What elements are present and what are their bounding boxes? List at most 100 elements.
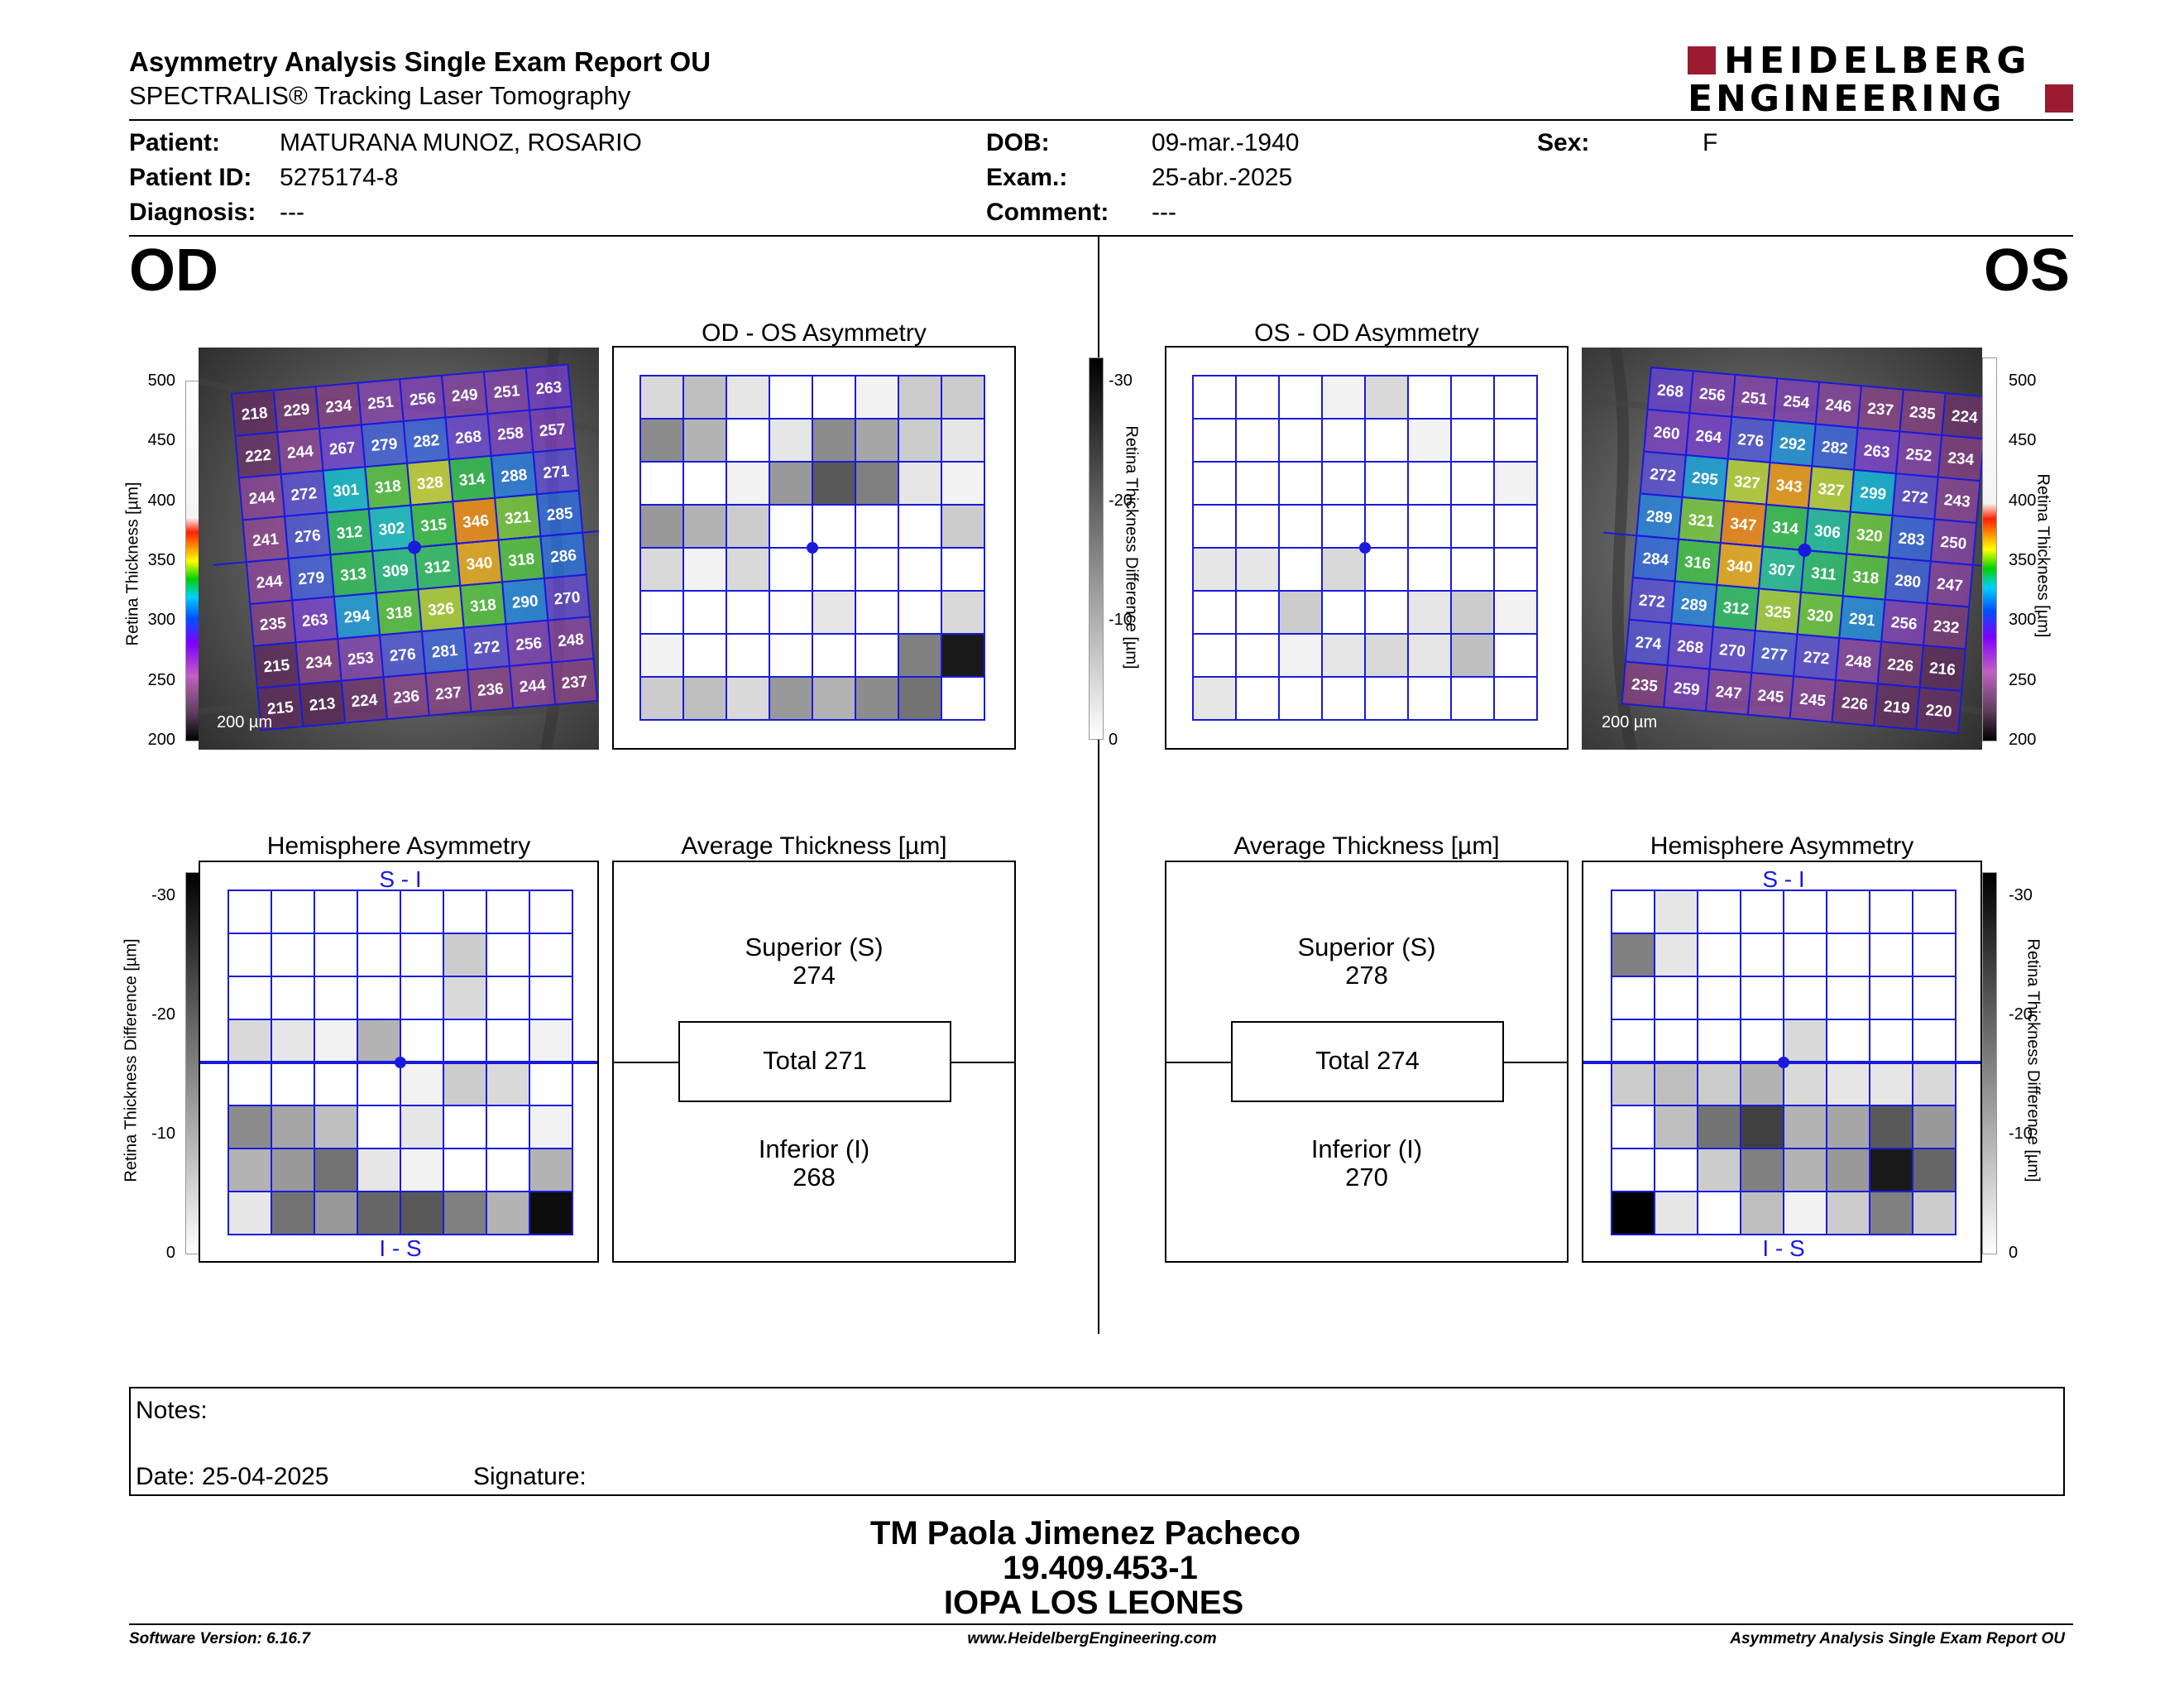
od-hemisphere-bottom-label: I - S xyxy=(379,1235,421,1261)
os-thickness-value: 226 xyxy=(1841,694,1868,714)
od-thickness-value: 286 xyxy=(549,547,577,567)
os-hemisphere-cell xyxy=(1826,976,1870,1020)
od-thickness-value: 270 xyxy=(553,589,581,609)
notes-box: Notes: Date: 25-04-2025 Signature: xyxy=(129,1387,2065,1496)
od-thickness-value: 318 xyxy=(386,604,413,624)
os-thickness-value: 246 xyxy=(1825,396,1852,416)
os-thickness-value: 325 xyxy=(1765,603,1793,623)
os-hemisphere-cell xyxy=(1826,933,1870,977)
dob-label: DOB: xyxy=(986,129,1050,156)
os-thickness-value: 245 xyxy=(1757,687,1785,707)
os-hemisphere-cell xyxy=(1611,890,1655,934)
od-hemisphere-cell xyxy=(357,1148,401,1192)
os-thickness-value: 252 xyxy=(1905,446,1933,466)
report-title: Asymmetry Analysis Single Exam Report OU xyxy=(129,46,711,77)
os-asymmetry-cell xyxy=(1278,504,1323,549)
os-hemisphere-cell xyxy=(1912,933,1956,977)
od-hemi-tick: -30 xyxy=(151,886,175,904)
os-hemisphere-cell xyxy=(1654,890,1698,934)
od-hemisphere-top-label: S - I xyxy=(379,866,421,892)
website-link[interactable]: www.HeidelbergEngineering.com xyxy=(967,1630,1217,1647)
od-hemisphere-cell xyxy=(400,1148,444,1192)
os-thickness-value: 235 xyxy=(1631,676,1659,696)
patient-name: MATURANA MUNOZ, ROSARIO xyxy=(280,129,642,156)
os-thickness-value: 318 xyxy=(1852,568,1880,588)
od-hemisphere-cell xyxy=(228,1191,272,1235)
od-hemisphere-cell xyxy=(314,1062,358,1106)
os-hemisphere-cell xyxy=(1912,976,1956,1020)
os-thickness-tick: 400 xyxy=(2009,491,2037,510)
exam-label: Exam.: xyxy=(986,164,1068,191)
os-asymmetry-cell xyxy=(1235,461,1280,506)
os-thickness-value: 264 xyxy=(1695,428,1723,448)
od-eye-label: OD xyxy=(129,237,218,304)
os-hemisphere-cell xyxy=(1826,890,1870,934)
os-hemisphere-cell xyxy=(1869,890,1913,934)
os-asymmetry-cell xyxy=(1278,461,1323,506)
od-asymmetry-cell xyxy=(769,676,813,721)
od-thickness-value: 340 xyxy=(466,554,493,574)
os-hemisphere-cell xyxy=(1740,1019,1784,1063)
od-asymmetry-cell xyxy=(726,633,770,678)
od-scale-bar-label: 200 µm xyxy=(217,713,273,731)
os-thickness-value: 284 xyxy=(1642,550,1670,570)
os-thickness-value: 235 xyxy=(1909,404,1937,424)
od-thickness-value: 272 xyxy=(290,485,318,505)
od-total-box: Total 271 xyxy=(678,1021,951,1102)
os-hemisphere-cell xyxy=(1783,890,1827,934)
os-thickness-value: 263 xyxy=(1863,442,1890,462)
od-hemisphere-cell xyxy=(443,976,487,1020)
od-asymmetry-cell xyxy=(941,504,985,549)
os-asymmetry-grid xyxy=(1192,375,1538,721)
od-hemisphere-cell xyxy=(486,933,530,977)
institution-name: IOPA LOS LEONES xyxy=(943,1585,1244,1621)
os-thickness-value: 320 xyxy=(1856,526,1883,546)
os-asymmetry-cell xyxy=(1278,375,1323,420)
od-asymmetry-cell xyxy=(812,504,856,549)
od-hemisphere-cell xyxy=(228,1148,272,1192)
od-thickness-value: 244 xyxy=(286,443,314,463)
os-hemisphere-cell xyxy=(1654,933,1698,977)
os-hemisphere-cell xyxy=(1912,1105,1956,1149)
logo-line2: ENGINEERING xyxy=(1688,78,2005,120)
od-hemisphere-cell xyxy=(314,933,358,977)
od-hemisphere-cell xyxy=(443,1148,487,1192)
od-asymmetry-cell xyxy=(812,547,856,592)
os-asymmetry-cell xyxy=(1321,504,1366,549)
od-hemisphere-cell xyxy=(529,976,573,1020)
os-thickness-value: 274 xyxy=(1635,634,1663,654)
od-hemisphere-cell xyxy=(529,890,573,934)
os-hemi-tick: -30 xyxy=(2009,886,2033,904)
od-thickness-value: 256 xyxy=(515,635,543,655)
os-scale-bar-label: 200 µm xyxy=(1602,713,1658,731)
signature-label[interactable]: Signature: xyxy=(473,1463,587,1490)
os-hemi-tick: -10 xyxy=(2009,1125,2033,1143)
od-hemisphere-cell xyxy=(228,1062,272,1106)
diagnosis-label: Diagnosis: xyxy=(129,199,256,226)
od-asymmetry-cell xyxy=(682,461,727,506)
patient-id-label: Patient ID: xyxy=(129,164,252,191)
os-thickness-value: 259 xyxy=(1673,679,1700,699)
od-asymmetry-cell xyxy=(855,504,899,549)
od-thickness-value: 285 xyxy=(546,505,574,525)
os-thickness-value: 316 xyxy=(1684,554,1711,573)
od-total-label: Total 271 xyxy=(763,1046,867,1075)
os-asymmetry-cell xyxy=(1235,375,1280,420)
sex-label: Sex: xyxy=(1537,129,1590,156)
od-asymmetry-cell xyxy=(639,504,684,549)
od-asymmetry-cell xyxy=(726,676,770,721)
os-hemisphere-cell xyxy=(1783,1019,1827,1063)
os-thickness-value: 327 xyxy=(1733,473,1760,493)
od-thickness-value: 248 xyxy=(557,631,584,651)
os-superior-label: Superior (S) xyxy=(1297,933,1436,961)
center-diff-tick: 0 xyxy=(1109,731,1118,749)
os-hemisphere-cell xyxy=(1826,1105,1870,1149)
center-diff-tick: -30 xyxy=(1109,372,1133,390)
od-asymmetry-cell xyxy=(639,547,684,592)
od-hemisphere-cell xyxy=(400,1062,444,1106)
od-asymmetry-cell xyxy=(726,590,770,635)
od-thickness-value: 256 xyxy=(409,390,436,410)
os-hemisphere-cell xyxy=(1697,1019,1741,1063)
os-hemi-tick: -20 xyxy=(2009,1005,2033,1024)
od-thickness-tick: 500 xyxy=(147,372,175,390)
